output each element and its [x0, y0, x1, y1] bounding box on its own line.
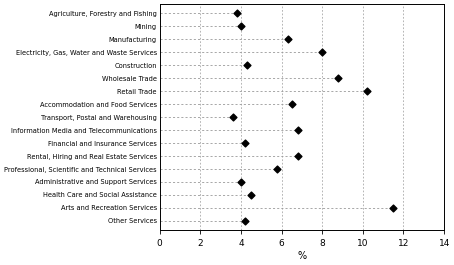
Point: [284, 37, 291, 41]
Point: [390, 206, 397, 210]
Point: [294, 128, 301, 132]
Point: [229, 115, 237, 119]
X-axis label: %: %: [297, 251, 306, 261]
Point: [274, 167, 281, 171]
Point: [247, 193, 255, 197]
Point: [335, 76, 342, 80]
Point: [294, 154, 301, 158]
Point: [233, 11, 241, 15]
Point: [242, 219, 249, 223]
Point: [242, 141, 249, 145]
Point: [237, 180, 245, 184]
Point: [319, 50, 326, 54]
Point: [237, 24, 245, 28]
Point: [243, 63, 251, 67]
Point: [363, 89, 370, 93]
Point: [288, 102, 295, 106]
